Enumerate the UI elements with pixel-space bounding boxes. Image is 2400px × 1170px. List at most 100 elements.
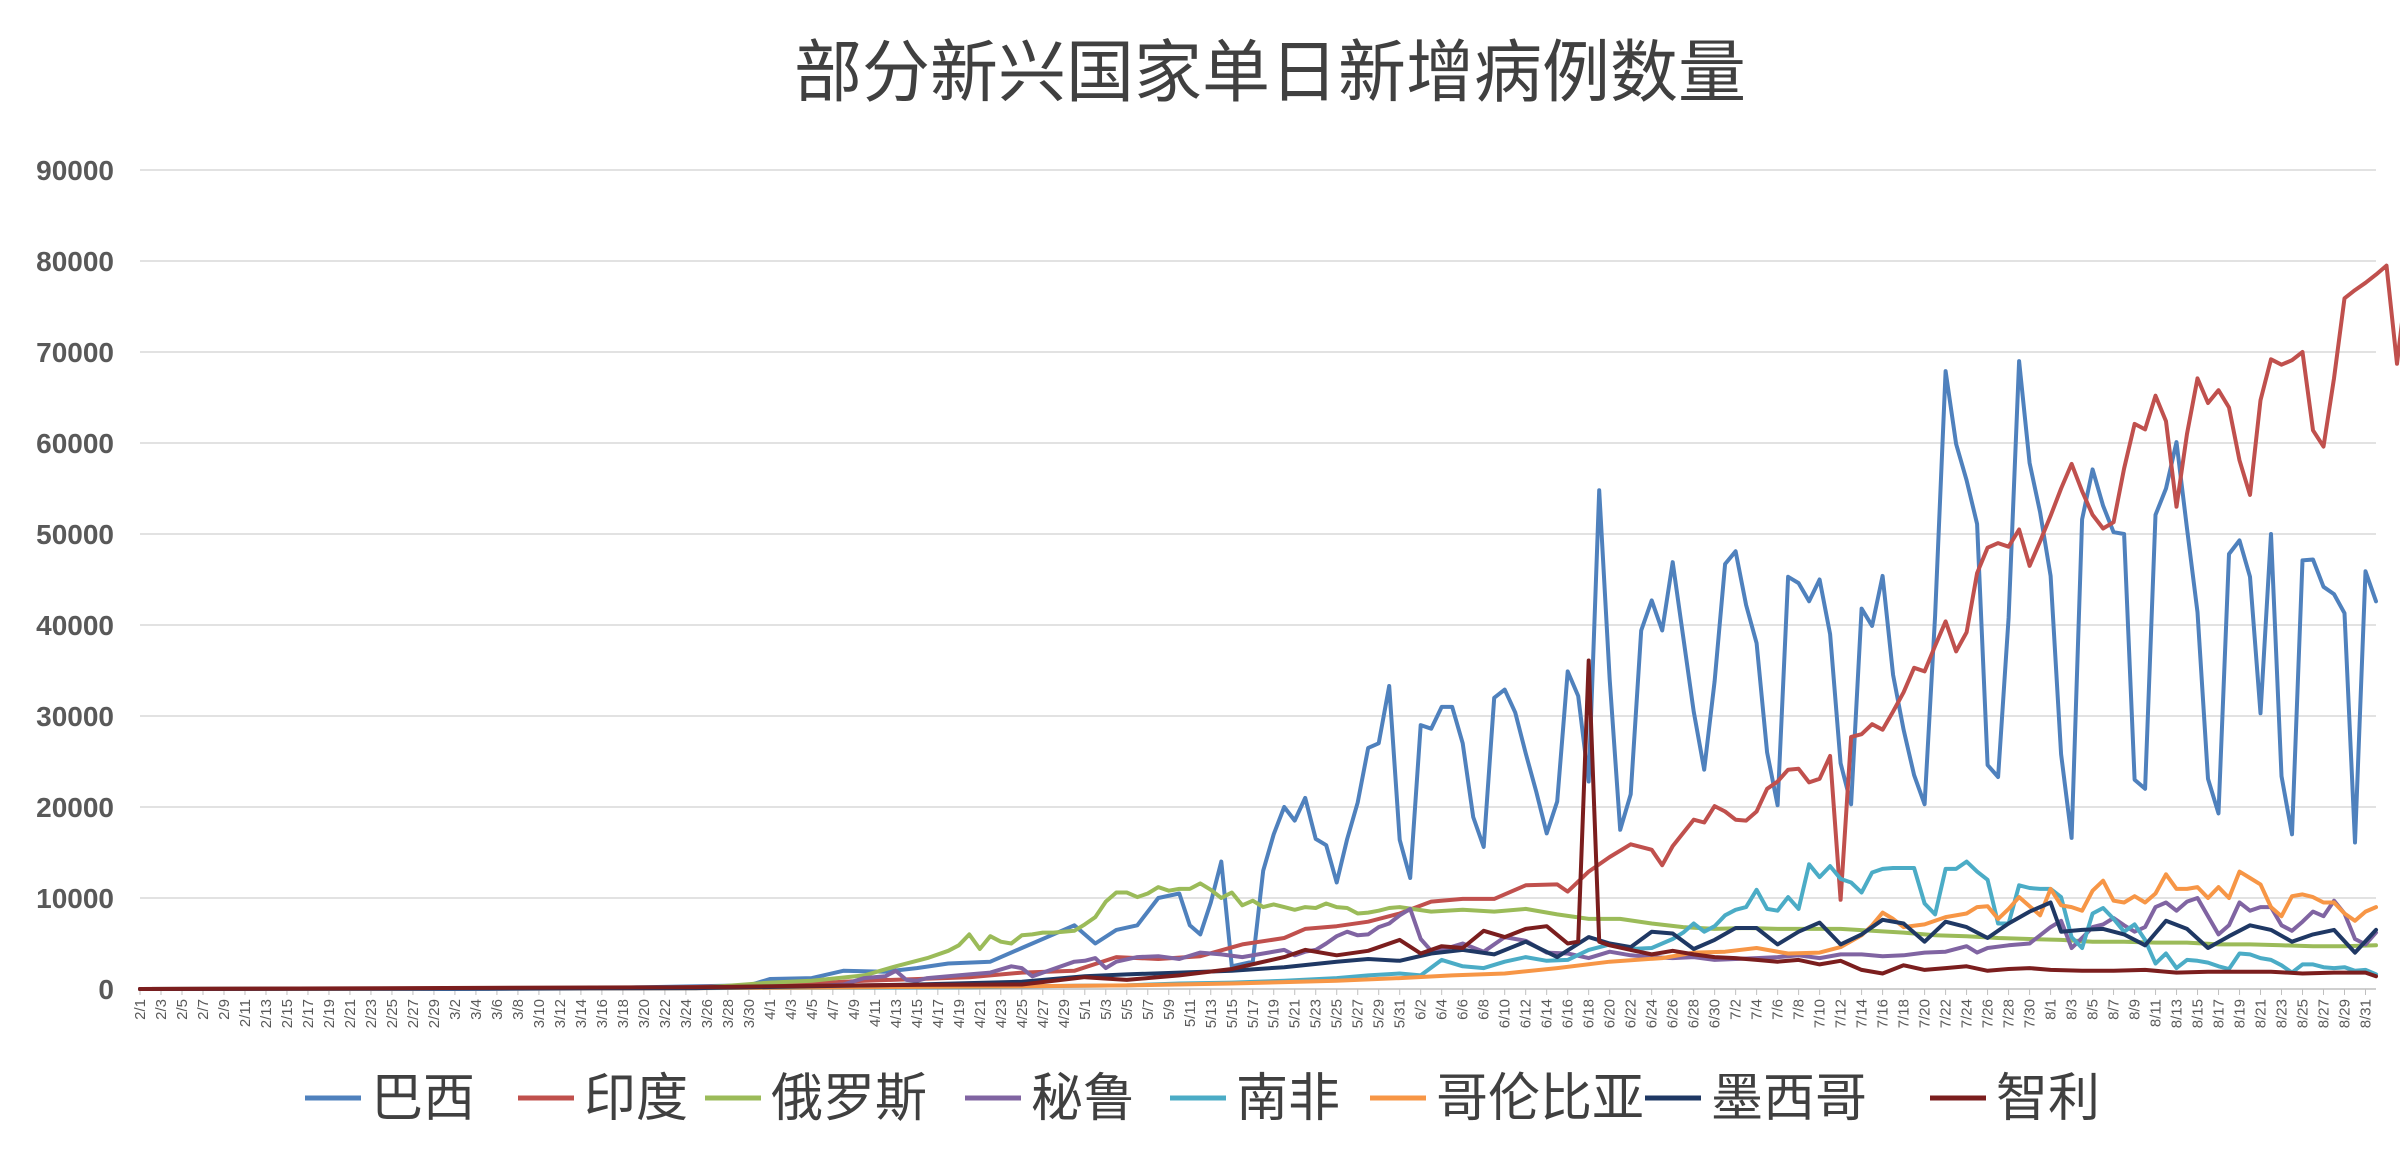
x-tick-label: 6/16 bbox=[1560, 999, 1577, 1028]
x-tick-label: 7/2 bbox=[1728, 999, 1745, 1020]
x-tick-label: 5/9 bbox=[1161, 999, 1178, 1020]
x-tick-label: 6/26 bbox=[1665, 999, 1682, 1028]
x-tick-label: 4/21 bbox=[972, 999, 989, 1028]
series-lines bbox=[138, 263, 2400, 991]
x-tick-label: 2/5 bbox=[174, 999, 191, 1020]
legend-label: 墨西哥 bbox=[1711, 1069, 1867, 1129]
x-tick-label: 4/15 bbox=[909, 999, 926, 1028]
x-tick-label: 2/27 bbox=[405, 999, 422, 1028]
x-tick-label: 5/17 bbox=[1245, 999, 1262, 1028]
x-tick-label: 5/29 bbox=[1371, 999, 1388, 1028]
x-tick-label: 2/11 bbox=[237, 999, 254, 1027]
x-tick-label: 8/17 bbox=[2211, 999, 2228, 1028]
x-tick-label: 7/6 bbox=[1770, 999, 1787, 1020]
x-tick-label: 7/18 bbox=[1896, 999, 1913, 1028]
x-tick-label: 4/3 bbox=[783, 999, 800, 1020]
x-tick-label: 7/26 bbox=[1980, 999, 1997, 1028]
x-tick-label: 4/9 bbox=[846, 999, 863, 1020]
x-tick-label: 4/23 bbox=[993, 999, 1010, 1028]
x-tick-label: 3/24 bbox=[678, 999, 695, 1028]
series-line-3 bbox=[138, 896, 2378, 991]
x-tick-label: 3/30 bbox=[741, 999, 758, 1028]
legend-label: 俄罗斯 bbox=[771, 1069, 927, 1129]
x-tick-label: 7/28 bbox=[2001, 999, 2018, 1028]
x-tick-label: 3/18 bbox=[615, 999, 632, 1028]
y-axis-ticks: 0 10000 20000 30000 40000 50000 60000 70000 8000… bbox=[36, 155, 114, 1005]
x-tick-label: 8/19 bbox=[2232, 999, 2249, 1028]
x-tick-label: 3/14 bbox=[573, 999, 590, 1028]
x-tick-label: 6/14 bbox=[1539, 999, 1556, 1028]
y-tick-label: 70000 bbox=[36, 337, 114, 368]
x-tick-label: 6/10 bbox=[1497, 999, 1514, 1028]
x-tick-label: 5/25 bbox=[1329, 999, 1346, 1028]
x-tick-label: 3/4 bbox=[468, 999, 485, 1020]
x-tick-label: 7/10 bbox=[1812, 999, 1829, 1028]
x-tick-label: 8/1 bbox=[2043, 999, 2060, 1020]
x-tick-label: 4/25 bbox=[1014, 999, 1031, 1028]
x-tick-label: 4/1 bbox=[762, 999, 779, 1020]
x-tick-label: 8/31 bbox=[2358, 999, 2375, 1028]
x-tick-label: 4/11 bbox=[867, 999, 884, 1027]
x-tick-label: 7/24 bbox=[1959, 999, 1976, 1028]
x-tick-label: 6/20 bbox=[1602, 999, 1619, 1028]
x-tick-label: 6/2 bbox=[1413, 999, 1430, 1020]
x-tick-label: 5/21 bbox=[1287, 999, 1304, 1028]
x-tick-label: 5/1 bbox=[1077, 999, 1094, 1020]
legend-label: 南非 bbox=[1236, 1069, 1340, 1129]
x-tick-label: 5/13 bbox=[1203, 999, 1220, 1028]
legend-label: 巴西 bbox=[371, 1069, 475, 1129]
x-tick-label: 2/7 bbox=[195, 999, 212, 1020]
y-tick-label: 10000 bbox=[36, 883, 114, 914]
x-tick-label: 6/18 bbox=[1581, 999, 1598, 1028]
x-tick-label: 2/23 bbox=[363, 999, 380, 1028]
x-tick-label: 7/30 bbox=[2022, 999, 2039, 1028]
legend-label: 哥伦比亚 bbox=[1436, 1069, 1644, 1129]
legend: 巴西 印度 俄罗斯 秘鲁 南非 哥伦比亚 墨西哥 智利 bbox=[305, 1069, 2100, 1129]
x-axis-ticks: 2/1 2/3 2/5 2/7 2/9 2/11 2/13 2/15 2/17 2/19 2/21 2… bbox=[132, 989, 2375, 1028]
x-tick-label: 6/4 bbox=[1434, 999, 1451, 1020]
series-line-0 bbox=[138, 359, 2378, 991]
x-tick-label: 8/7 bbox=[2106, 999, 2123, 1020]
y-tick-label: 90000 bbox=[36, 155, 114, 186]
legend-label: 秘鲁 bbox=[1031, 1069, 1135, 1129]
x-tick-label: 6/28 bbox=[1686, 999, 1703, 1028]
y-tick-label: 50000 bbox=[36, 519, 114, 550]
x-tick-label: 8/21 bbox=[2253, 999, 2270, 1028]
x-tick-label: 3/2 bbox=[447, 999, 464, 1020]
x-tick-label: 5/31 bbox=[1392, 999, 1409, 1028]
x-tick-label: 6/6 bbox=[1455, 999, 1472, 1020]
x-tick-label: 6/22 bbox=[1623, 999, 1640, 1028]
y-tick-label: 60000 bbox=[36, 428, 114, 459]
x-tick-label: 3/26 bbox=[699, 999, 716, 1028]
y-tick-label: 20000 bbox=[36, 792, 114, 823]
x-tick-label: 4/7 bbox=[825, 999, 842, 1020]
legend-label: 印度 bbox=[584, 1069, 688, 1129]
chart-title: 部分新兴国家单日新增病例数量 bbox=[794, 34, 1746, 113]
x-tick-label: 7/16 bbox=[1875, 999, 1892, 1028]
x-tick-label: 2/13 bbox=[258, 999, 275, 1028]
x-tick-label: 8/11 bbox=[2148, 999, 2165, 1027]
x-tick-label: 4/13 bbox=[888, 999, 905, 1028]
x-tick-label: 5/11 bbox=[1182, 999, 1199, 1027]
y-tick-label: 30000 bbox=[36, 701, 114, 732]
x-tick-label: 8/5 bbox=[2085, 999, 2102, 1020]
x-tick-label: 2/9 bbox=[216, 999, 233, 1020]
x-tick-label: 5/7 bbox=[1140, 999, 1157, 1020]
x-tick-label: 3/6 bbox=[489, 999, 506, 1020]
x-tick-label: 5/3 bbox=[1098, 999, 1115, 1020]
x-tick-label: 8/13 bbox=[2169, 999, 2186, 1028]
y-tick-label: 0 bbox=[98, 974, 114, 1005]
y-tick-label: 40000 bbox=[36, 610, 114, 641]
series-line-6 bbox=[138, 900, 2378, 991]
x-tick-label: 6/30 bbox=[1707, 999, 1724, 1028]
x-tick-label: 3/10 bbox=[531, 999, 548, 1028]
x-tick-label: 6/12 bbox=[1518, 999, 1535, 1028]
x-tick-label: 4/27 bbox=[1035, 999, 1052, 1028]
x-tick-label: 3/20 bbox=[636, 999, 653, 1028]
x-tick-label: 6/8 bbox=[1476, 999, 1493, 1020]
x-tick-label: 8/27 bbox=[2316, 999, 2333, 1028]
series-line-4 bbox=[138, 859, 2378, 991]
x-tick-label: 2/3 bbox=[153, 999, 170, 1020]
